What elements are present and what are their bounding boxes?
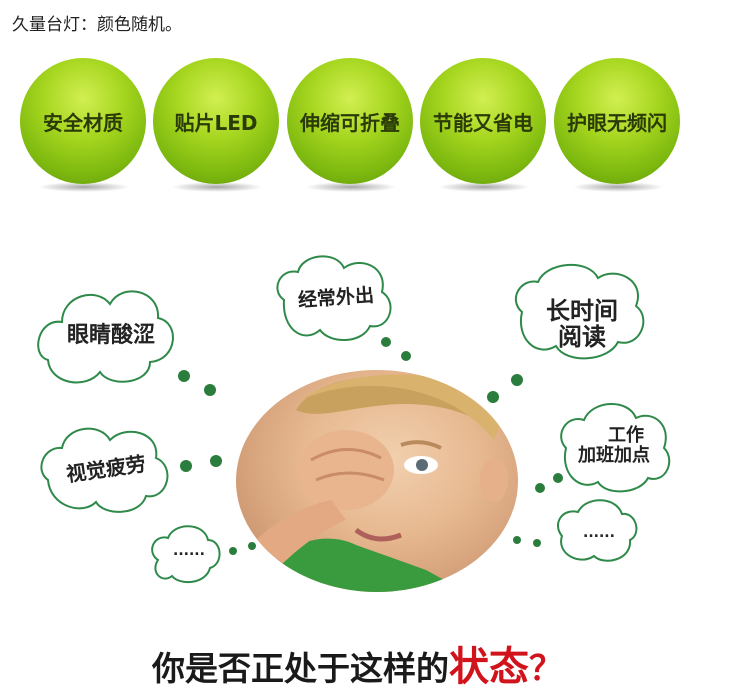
feature-ball-2: 贴片LED (153, 58, 279, 198)
cloud-work (560, 403, 671, 493)
bubble-ellipsis-left: ...... (173, 543, 205, 559)
ball: 节能又省电 (420, 58, 546, 184)
headline-question-mark: ？ (529, 649, 563, 689)
feature-balls: 安全材质 贴片LED 伸缩可折叠 节能又省电 护眼无频闪 (0, 58, 732, 198)
ball: 伸缩可折叠 (287, 58, 413, 184)
headline-main: 你是否正处于这样的 (152, 649, 449, 688)
dot (210, 455, 222, 467)
child-illustration (256, 374, 508, 592)
ball-shadow (38, 182, 130, 192)
child-photo (236, 370, 518, 592)
dot (535, 483, 545, 493)
dot (178, 370, 190, 382)
headline-emphasis: 状态 (449, 644, 529, 690)
bubble-work-line2: 加班加点 (578, 444, 650, 466)
feature-ball-1: 安全材质 (20, 58, 146, 198)
bubble-eyes-sore: 眼睛酸涩 (66, 323, 155, 348)
feature-label: 贴片LED (174, 110, 258, 135)
feature-label: 护眼无频闪 (567, 110, 667, 135)
dot (533, 539, 541, 547)
ball: 安全材质 (20, 58, 146, 184)
ball-shadow (305, 182, 397, 192)
dot (180, 460, 192, 472)
dot (487, 391, 499, 403)
ball-shadow (438, 182, 530, 192)
cloud-commute (276, 255, 392, 342)
dot (401, 351, 411, 361)
feature-label: 伸缩可折叠 (300, 110, 400, 135)
dot (511, 374, 523, 386)
cloud-long-reading (515, 264, 645, 360)
dot (513, 536, 521, 544)
bubble-work: 工作 加班加点 (566, 426, 662, 466)
ball-shadow (171, 182, 263, 192)
feature-ball-5: 护眼无频闪 (554, 58, 680, 198)
feature-label: 节能又省电 (433, 110, 533, 135)
dot (248, 542, 256, 550)
bubble-long-reading: 长时间 阅读 (532, 298, 632, 351)
bubble-long-reading-line2: 阅读 (558, 323, 606, 352)
cloud-visual-fatigue (40, 427, 169, 513)
cloud-ellipsis-right (557, 499, 638, 562)
headline: 你是否正处于这样的状态？ (152, 634, 563, 692)
dot (229, 547, 237, 555)
bubble-long-reading-line1: 长时间 (546, 297, 618, 325)
bubble-work-line1: 工作 (608, 425, 644, 446)
ball: 贴片LED (153, 58, 279, 184)
ball-shadow (572, 182, 664, 192)
bubble-ellipsis-right: ...... (583, 525, 615, 541)
top-note: 久量台灯：颜色随机。 (12, 15, 182, 35)
dot (381, 337, 391, 347)
feature-label: 安全材质 (43, 110, 123, 135)
feature-ball-4: 节能又省电 (420, 58, 546, 198)
ball: 护眼无频闪 (554, 58, 680, 184)
cloud-ellipsis-left (151, 525, 221, 584)
feature-ball-3: 伸缩可折叠 (287, 58, 413, 198)
dot (204, 384, 216, 396)
dot (553, 473, 563, 483)
cloud-eyes-sore (37, 290, 174, 384)
